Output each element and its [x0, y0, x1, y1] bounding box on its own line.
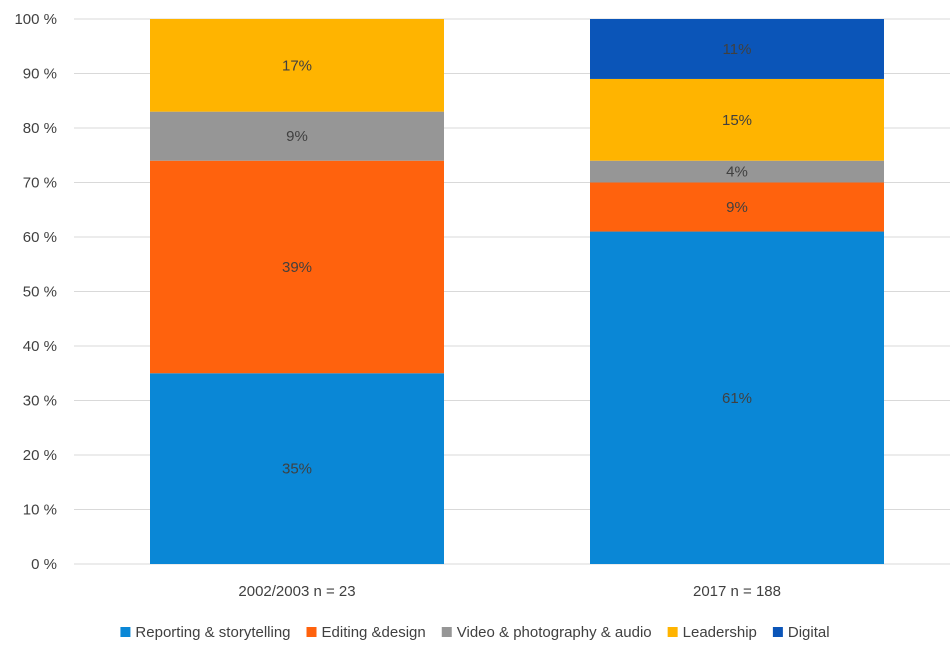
y-tick-label: 30 %: [23, 393, 57, 410]
x-category-label: 2002/2003 n = 23: [238, 583, 355, 600]
y-tick-label: 0 %: [31, 556, 57, 573]
legend: Reporting & storytelling Editing &design V…: [120, 624, 830, 641]
bar-segment: [590, 19, 884, 79]
legend-item: Reporting & storytelling: [120, 624, 291, 641]
data-label: 4%: [726, 164, 748, 181]
bar-segment: [150, 19, 444, 112]
y-tick-label: 90 %: [23, 66, 57, 83]
legend-item: Video & photography & audio: [441, 624, 652, 641]
y-tick-label: 40 %: [23, 338, 57, 355]
legend-item: Leadership: [667, 624, 757, 641]
legend-swatch: [667, 627, 678, 637]
y-tick-label: 70 %: [23, 175, 57, 192]
y-tick-label: 10 %: [23, 502, 57, 519]
data-label: 17%: [282, 57, 312, 74]
legend-label: Video & photography & audio: [457, 624, 652, 641]
data-label: 35%: [282, 461, 312, 478]
y-tick-label: 100 %: [14, 11, 57, 28]
legend-swatch: [441, 627, 452, 637]
legend-item: Digital: [772, 624, 830, 641]
bar-segment: [150, 373, 444, 564]
bar-segment: [150, 160, 444, 374]
data-label: 11%: [723, 41, 752, 58]
legend-label: Reporting & storytelling: [135, 624, 290, 641]
bar-segment: [590, 231, 884, 565]
y-tick-label: 20 %: [23, 447, 57, 464]
data-label: 9%: [286, 128, 308, 145]
bars: [150, 19, 884, 565]
bar-segment: [590, 160, 884, 183]
y-tick-label: 60 %: [23, 229, 57, 246]
y-axis: 0 % 10 % 20 % 30 % 40 % 50 % 60 % 70 % 80 % 90 % 1…: [14, 11, 57, 573]
data-label: 15%: [722, 112, 752, 129]
legend-swatch: [120, 627, 131, 637]
y-tick-label: 50 %: [23, 284, 57, 301]
legend-label: Editing &design: [322, 624, 426, 641]
x-axis: 2002/2003 n = 23 2017 n = 188: [238, 583, 781, 600]
bar-segment: [150, 111, 444, 161]
data-label: 61%: [722, 390, 752, 407]
legend-label: Leadership: [683, 624, 757, 641]
legend-swatch: [772, 627, 783, 637]
data-label: 9%: [726, 199, 748, 216]
data-label: 39%: [282, 259, 312, 276]
legend-label: Digital: [788, 624, 830, 641]
legend-swatch: [306, 627, 317, 637]
data-labels: 35% 39% 9% 17% 61% 9% 4% 15% 11%: [282, 41, 752, 478]
bar-segment: [590, 182, 884, 232]
legend-item: Editing &design: [306, 624, 426, 641]
y-tick-label: 80 %: [23, 120, 57, 137]
x-category-label: 2017 n = 188: [693, 583, 781, 600]
bar-segment: [590, 78, 884, 161]
